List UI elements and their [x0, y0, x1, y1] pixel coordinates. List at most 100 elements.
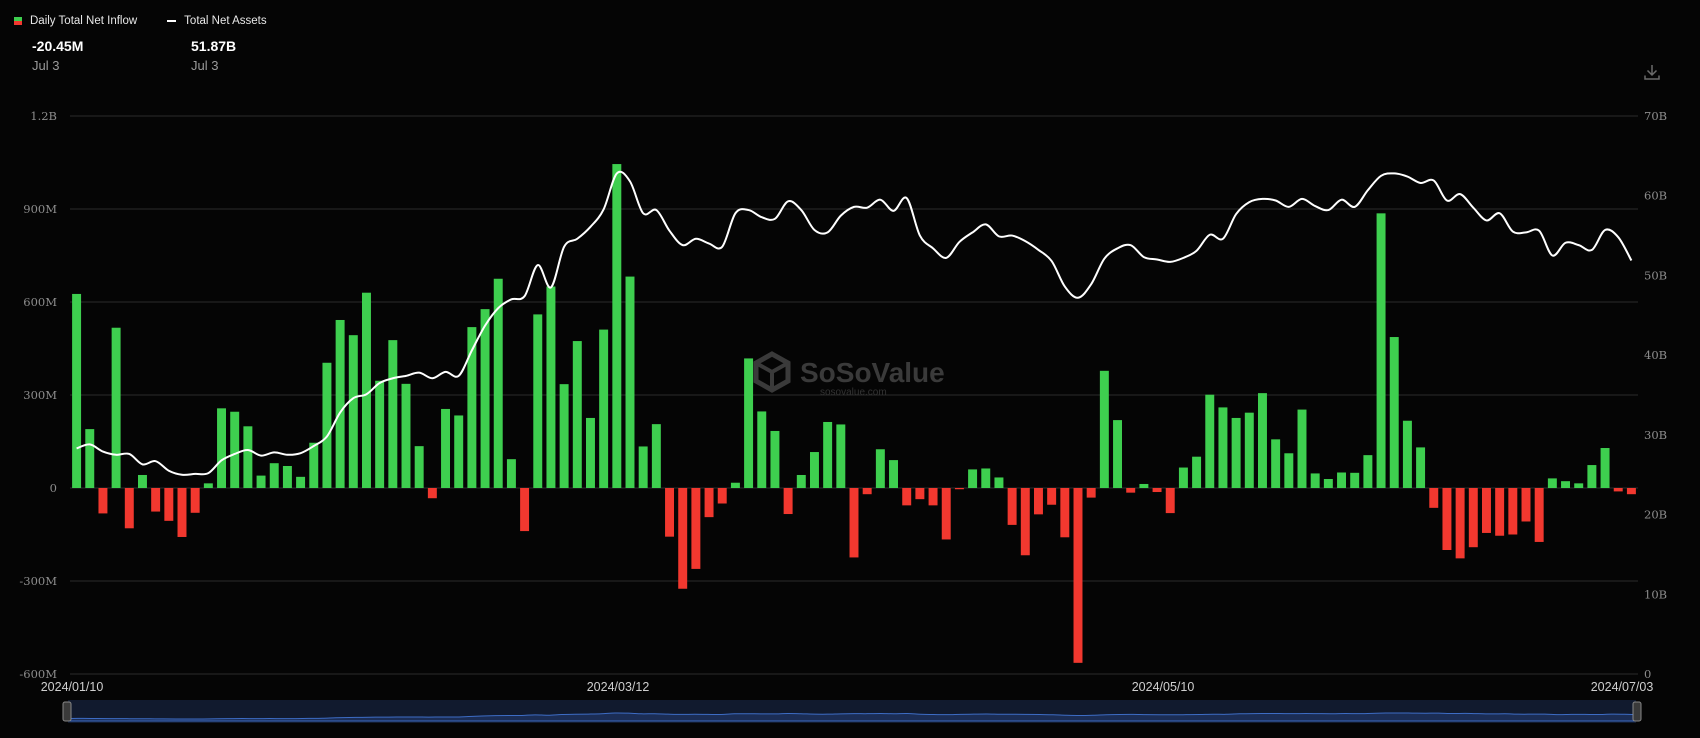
inflow-readout-date: Jul 3 — [32, 58, 60, 73]
inflow-bar — [559, 384, 569, 488]
inflow-bar — [823, 421, 833, 488]
inflow-bar — [1126, 488, 1136, 493]
y-right-tick-label: 0 — [1644, 667, 1651, 681]
assets-line — [76, 170, 1633, 476]
inflow-bar — [493, 278, 503, 488]
y-left-tick-label: 300M — [23, 388, 57, 402]
inflow-bar — [309, 442, 319, 488]
inflow-bar — [1508, 488, 1518, 535]
inflow-bar — [625, 276, 635, 488]
inflow-bar — [665, 488, 675, 537]
inflow-bar — [862, 488, 872, 495]
inflow-bar — [1060, 488, 1070, 538]
inflow-bar — [348, 335, 358, 488]
legend-item-assets[interactable]: Total Net Assets — [167, 15, 267, 27]
inflow-bar — [836, 424, 846, 488]
inflow-bar — [454, 415, 464, 488]
watermark: SoSoValue sosovalue.com — [753, 351, 945, 398]
legend-label-assets: Total Net Assets — [184, 15, 267, 27]
navigator-handle-right[interactable] — [1632, 701, 1642, 722]
y-right-tick-label: 20B — [1644, 508, 1667, 522]
inflow-bar — [1139, 483, 1149, 488]
inflow-bar — [269, 463, 279, 488]
inflow-bar — [770, 430, 780, 488]
inflow-bar — [1231, 417, 1241, 488]
legend-label-inflow: Daily Total Net Inflow — [30, 15, 138, 27]
inflow-bar — [994, 477, 1004, 488]
inflow-bar — [388, 340, 398, 488]
navigator-handle-left[interactable] — [62, 701, 72, 722]
inflow-bar — [401, 383, 411, 488]
inflow-bar — [915, 488, 925, 500]
inflow-bar — [480, 309, 490, 488]
inflow-bar — [1547, 478, 1557, 488]
inflow-bar — [1521, 488, 1531, 522]
inflow-bar — [1033, 488, 1043, 515]
watermark-logo-icon — [753, 351, 791, 393]
inflow-bar — [1271, 439, 1281, 488]
inflow-bar — [968, 469, 978, 488]
inflow-bar — [849, 488, 859, 558]
inflow-bar — [1416, 447, 1426, 488]
inflow-bar — [1020, 488, 1030, 556]
inflow-bar — [1429, 488, 1439, 508]
inflow-bar — [1376, 213, 1386, 488]
inflow-bar — [467, 327, 477, 488]
inflow-bar — [164, 488, 174, 521]
legend-swatch-assets — [167, 20, 177, 22]
inflow-bar — [1442, 488, 1452, 550]
y-right-tick-label: 60B — [1644, 189, 1667, 203]
watermark-brand: SoSoValue — [800, 357, 945, 388]
inflow-bars — [72, 164, 1636, 663]
inflow-bar — [1192, 456, 1202, 488]
inflow-bar — [282, 465, 292, 488]
x-tick-label: 2024/07/03 — [1591, 680, 1654, 694]
inflow-bar — [704, 488, 714, 518]
inflow-bar — [651, 424, 661, 488]
inflow-bar — [1337, 472, 1347, 488]
inflow-bar — [296, 476, 306, 488]
inflow-bar — [1600, 448, 1610, 488]
inflow-bar — [427, 488, 437, 499]
y-right-tick-label: 30B — [1644, 428, 1667, 442]
inflow-bar — [85, 429, 95, 488]
navigator-area — [69, 712, 1639, 722]
y-left-tick-label: -600M — [19, 667, 57, 681]
inflow-bar — [1113, 420, 1123, 488]
inflow-bar — [981, 468, 991, 488]
inflow-bar — [796, 474, 806, 488]
inflow-bar — [1073, 488, 1083, 663]
range-navigator[interactable] — [62, 700, 1642, 723]
inflow-bar — [599, 329, 609, 488]
inflow-bar — [902, 488, 912, 506]
inflow-bar — [151, 488, 161, 512]
inflow-bar — [1574, 483, 1584, 488]
inflow-bar — [585, 417, 595, 488]
inflow-bar — [1152, 488, 1162, 493]
inflow-bar — [744, 358, 754, 488]
inflow-bar — [1587, 465, 1597, 488]
inflow-bar — [783, 488, 793, 515]
chart-legend: Daily Total Net Inflow Total Net Assets — [14, 13, 297, 29]
inflow-bar — [375, 380, 385, 488]
y-right-tick-label: 40B — [1644, 348, 1667, 362]
x-tick-label: 2024/03/12 — [587, 680, 650, 694]
assets-readout-value: 51.87B — [191, 38, 237, 54]
x-tick-label: 2024/01/10 — [41, 680, 104, 694]
y-axis-right: 0 10B 20B 30B 40B 50B 60B 70B — [1644, 109, 1667, 681]
legend-item-inflow[interactable]: Daily Total Net Inflow — [14, 15, 137, 27]
inflow-bar — [572, 341, 582, 488]
inflow-readout-value: -20.45M — [32, 38, 84, 54]
inflow-bar — [1007, 488, 1017, 525]
inflow-bar — [1086, 488, 1096, 498]
inflow-bar — [954, 488, 964, 490]
y-right-tick-label: 50B — [1644, 268, 1667, 282]
inflow-bar — [230, 411, 240, 488]
inflow-bar — [1389, 337, 1399, 488]
download-icon[interactable] — [1642, 62, 1662, 82]
y-left-tick-label: 900M — [23, 202, 57, 216]
inflow-bar — [809, 452, 819, 488]
inflow-bar — [1297, 409, 1307, 488]
inflow-bar — [520, 488, 530, 532]
